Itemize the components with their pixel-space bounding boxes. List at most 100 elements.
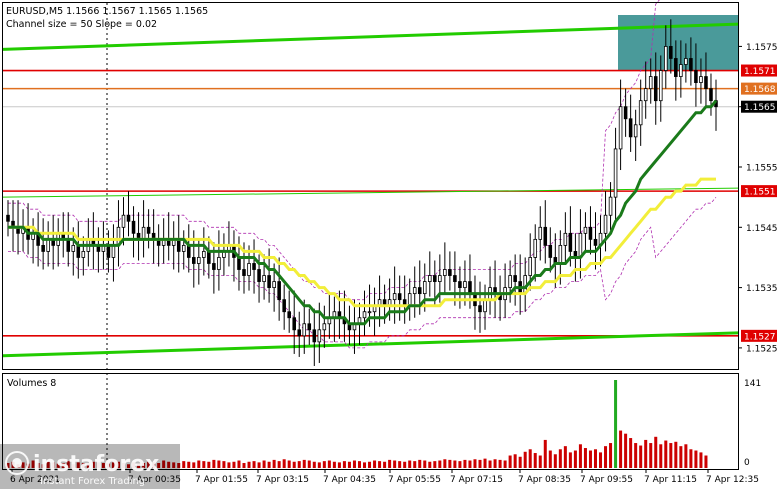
candle-body — [392, 293, 397, 301]
candle-body — [6, 214, 10, 222]
time-tick-label: 7 Apr 08:35 — [518, 475, 571, 485]
candle-body — [658, 70, 663, 102]
price-tick-label: 1.1545 — [746, 224, 778, 234]
candle-body — [417, 287, 422, 295]
candle-body — [618, 106, 623, 150]
candle-body — [453, 275, 457, 282]
price-level-tag-text: 1.1571 — [744, 67, 776, 77]
candle-body — [66, 238, 71, 252]
volume-max-label: 141 — [744, 379, 761, 389]
candle-body — [186, 244, 191, 258]
candle-body — [543, 226, 548, 246]
moving-average-fast — [8, 99, 718, 326]
candle-body — [528, 257, 532, 276]
time-tick-label: 7 Apr 09:55 — [580, 475, 633, 485]
candle-body — [141, 226, 146, 240]
candle-body — [287, 311, 291, 319]
candle-body — [412, 287, 417, 295]
candle-body — [257, 269, 261, 282]
price-level-tag-text: 1.1565 — [744, 103, 776, 113]
candle-body — [272, 281, 276, 288]
candle-body — [242, 269, 246, 276]
watermark-tagline: Instant Forex Trading — [40, 476, 145, 487]
candle-body — [202, 251, 206, 258]
candle-body — [292, 317, 296, 331]
candle-body — [558, 244, 563, 264]
candle-body — [623, 106, 628, 120]
channel-upper-line — [2, 22, 739, 51]
candle-body — [181, 244, 186, 252]
candle-body — [317, 329, 322, 343]
candle-body — [608, 196, 613, 216]
candle-body — [448, 269, 452, 276]
candle-body — [81, 251, 86, 258]
candle-body — [267, 275, 271, 288]
candle-body — [689, 58, 693, 71]
candle-body — [207, 251, 211, 264]
volume-title: Volumes 8 — [7, 378, 56, 389]
candle-body — [483, 299, 487, 313]
candle-body — [312, 329, 317, 343]
time-tick-label: 7 Apr 03:15 — [256, 475, 309, 485]
candle-body — [513, 275, 517, 282]
candle-body — [217, 257, 221, 270]
candle-body — [679, 64, 683, 77]
candle-body — [247, 263, 251, 276]
candle-body — [407, 293, 412, 307]
candle-body — [674, 58, 678, 77]
candle-body — [628, 118, 633, 138]
price-level-tag — [741, 329, 777, 342]
candle-body — [362, 311, 367, 319]
candle-body — [468, 281, 472, 295]
candle-body — [422, 281, 427, 295]
volume-panel-frame — [2, 373, 739, 470]
price-level-tag-text: 1.1551 — [744, 188, 776, 198]
time-tick-label: 7 Apr 07:15 — [450, 475, 503, 485]
candle-body — [46, 238, 50, 252]
time-tick-label: 7 Apr 05:55 — [388, 475, 441, 485]
time-tick-label: 7 Apr 01:55 — [195, 475, 248, 485]
candle-body — [428, 275, 432, 282]
candle-body — [613, 148, 618, 198]
channel-lower-line — [2, 331, 739, 358]
candle-body — [669, 46, 673, 59]
candle-body — [433, 275, 437, 282]
candle-body — [588, 226, 593, 240]
price-tick-label: 1.1535 — [746, 284, 778, 294]
candle-body — [684, 58, 688, 65]
candle-body — [126, 214, 131, 222]
candle-body — [648, 76, 653, 90]
candle-body — [277, 281, 281, 301]
candle-body — [694, 70, 698, 83]
price-level-tag-text: 1.1568 — [744, 85, 776, 95]
candle-body — [583, 226, 588, 234]
candle-body — [593, 238, 598, 246]
envelope-bands — [8, 0, 717, 349]
candle-body — [146, 226, 151, 234]
price-level-tag-text: 1.1527 — [744, 332, 776, 342]
candle-body — [131, 220, 136, 234]
candle-body — [478, 305, 482, 313]
candle-body — [76, 244, 81, 258]
candle-body — [297, 329, 302, 337]
time-tick-label: 7 Apr 04:35 — [323, 475, 376, 485]
candle-body — [578, 232, 583, 258]
watermark-brand: instaforex — [33, 452, 159, 477]
time-axis: 6 Apr 2021 7 Apr 00:35 7 Apr 01:55 7 Apr 03… — [10, 469, 759, 485]
price-level-labels: 1.1571 1.1568 1.1565 1.1551 1.1527 — [741, 64, 777, 342]
candle-body — [307, 323, 312, 331]
candle-body — [111, 244, 116, 258]
candle-body — [638, 100, 643, 126]
candle-body — [322, 323, 327, 331]
candle-body — [176, 238, 181, 252]
candle-body — [237, 257, 241, 270]
price-level-tag — [741, 100, 777, 113]
candle-body — [212, 263, 216, 270]
watermark-logo: instaforex Instant Forex Trading — [0, 444, 180, 489]
candle-body — [533, 238, 538, 258]
candle-body — [699, 76, 703, 83]
envelope-lower — [8, 196, 717, 349]
moving-averages — [8, 99, 718, 326]
volume-bars — [6, 380, 708, 468]
candle-body — [538, 226, 543, 240]
